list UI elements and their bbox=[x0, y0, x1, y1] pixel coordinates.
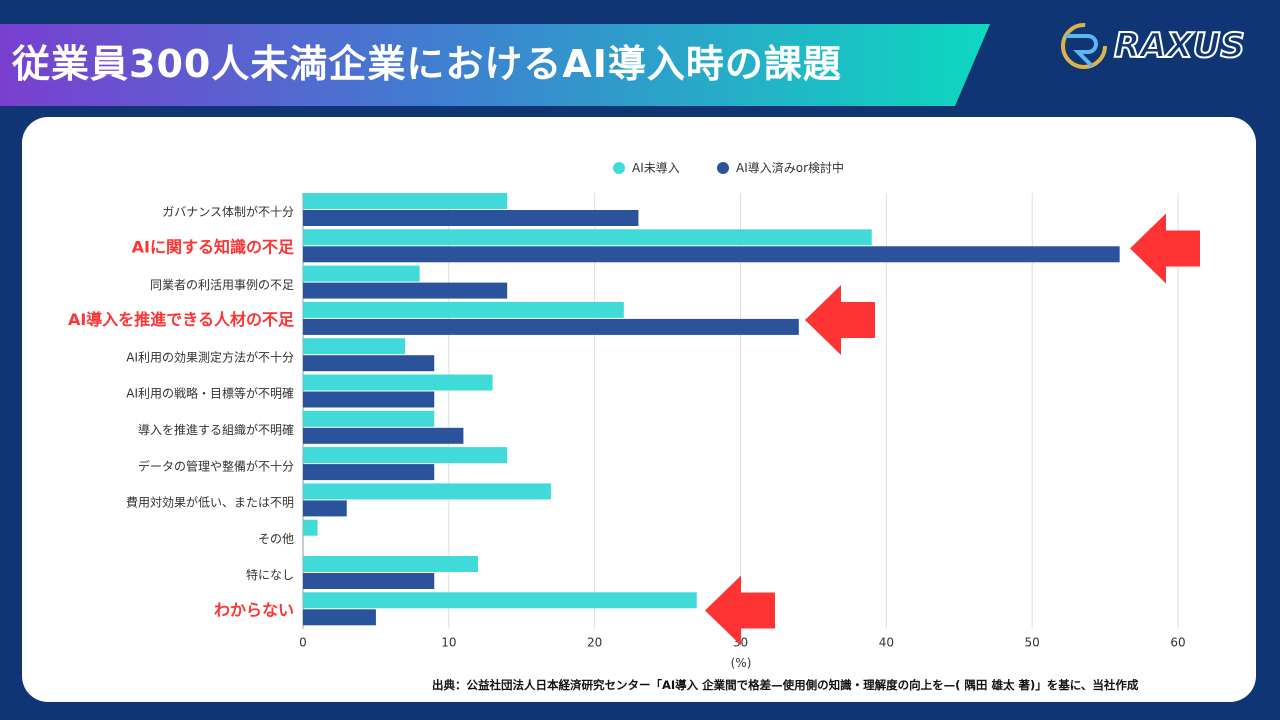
logo-mark-icon bbox=[1061, 23, 1107, 69]
highlight-arrow-icon bbox=[705, 575, 775, 646]
bar-not-adopted bbox=[303, 519, 318, 536]
bar-adopted bbox=[303, 500, 347, 517]
bar-not-adopted bbox=[303, 410, 435, 427]
bar-not-adopted bbox=[303, 556, 478, 572]
x-tick-label: 50 bbox=[1025, 636, 1040, 650]
bar-adopted bbox=[303, 318, 799, 335]
category-label: 費用対効果が低い、または不明 bbox=[126, 495, 294, 510]
logo-text: RAXUS bbox=[1113, 25, 1246, 67]
x-axis-label: (%) bbox=[731, 656, 752, 670]
category-label: その他 bbox=[258, 532, 294, 546]
bar-not-adopted bbox=[303, 193, 508, 209]
bar-not-adopted bbox=[303, 592, 697, 609]
x-tick-label: 40 bbox=[879, 636, 894, 650]
legend-marker-2 bbox=[717, 162, 729, 174]
page-title: 従業員300人未満企業におけるAI導入時の課題 bbox=[12, 42, 842, 86]
category-label: AI利用の効果測定方法が不十分 bbox=[126, 349, 294, 364]
category-label: データの管理や整備が不十分 bbox=[138, 458, 294, 473]
x-tick-label: 20 bbox=[587, 636, 602, 650]
category-label: 導入を推進する組織が不明確 bbox=[138, 422, 294, 437]
bar-not-adopted bbox=[303, 229, 872, 246]
category-label: 同業者の利活用事例の不足 bbox=[150, 278, 294, 292]
category-label: AI利用の戦略・目標等が不明確 bbox=[126, 386, 294, 401]
x-tick-label: 60 bbox=[1170, 636, 1185, 650]
source-note: 出典：公益社団法人日本経済研究センター「AI導入 企業間で格差—使用側の知識・理… bbox=[432, 678, 1139, 692]
bar-adopted bbox=[303, 464, 435, 481]
title-banner bbox=[0, 24, 990, 106]
bar-adopted bbox=[303, 246, 1120, 263]
bar-not-adopted bbox=[303, 374, 493, 391]
bar-not-adopted bbox=[303, 447, 508, 464]
bar-adopted bbox=[303, 391, 435, 408]
bar-not-adopted bbox=[303, 265, 420, 282]
legend-label-1: AI未導入 bbox=[632, 161, 680, 175]
x-tick-label: 0 bbox=[299, 636, 307, 650]
legend-label-2: AI導入済みor検討中 bbox=[736, 160, 844, 175]
highlight-arrow-icon bbox=[1130, 213, 1200, 284]
bar-adopted bbox=[303, 210, 639, 226]
raxus-logo: RAXUS bbox=[1058, 20, 1246, 72]
category-label: わからない bbox=[214, 600, 294, 619]
bar-adopted bbox=[303, 355, 435, 372]
bar-adopted bbox=[303, 427, 464, 444]
category-label: ガバナンス体制が不十分 bbox=[162, 204, 294, 219]
highlight-arrow-icon bbox=[805, 285, 875, 356]
bar-not-adopted bbox=[303, 338, 406, 355]
bar-adopted bbox=[303, 573, 435, 589]
bar-not-adopted bbox=[303, 301, 624, 318]
legend-marker-1 bbox=[613, 162, 625, 174]
bar-not-adopted bbox=[303, 483, 551, 500]
bar-adopted bbox=[303, 609, 376, 626]
x-tick-label: 10 bbox=[441, 636, 456, 650]
bar-adopted bbox=[303, 282, 508, 299]
category-label: AIに関する知識の不足 bbox=[132, 237, 295, 256]
category-label: 特になし bbox=[246, 567, 294, 582]
category-label: AI導入を推進できる人材の不足 bbox=[68, 310, 295, 329]
